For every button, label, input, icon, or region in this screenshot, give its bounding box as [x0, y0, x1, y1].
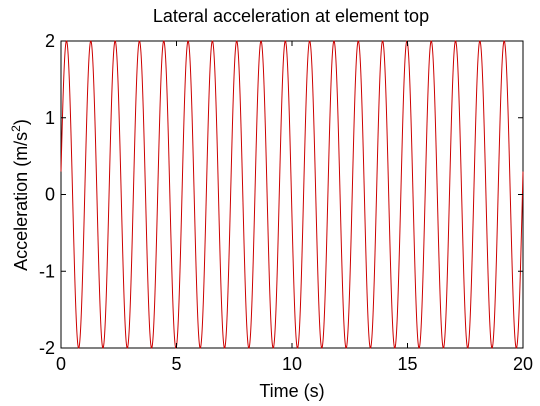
y-axis: -2 -1 0 1 2 — [39, 31, 523, 358]
y-tick-label: 2 — [45, 31, 55, 51]
x-tick-label: 20 — [513, 354, 533, 374]
plot-area — [60, 40, 524, 349]
y-axis-label: Acceleration (m/s2) — [9, 119, 31, 271]
series-layer — [60, 40, 524, 349]
y-axis-label-superscript: 2 — [9, 125, 23, 132]
x-tick-label: 10 — [282, 354, 302, 374]
y-tick-label: -1 — [39, 261, 55, 281]
y-tick-label: 0 — [45, 185, 55, 205]
x-axis-label: Time (s) — [259, 381, 324, 401]
series-line-0 — [60, 40, 524, 349]
x-tick-label: 5 — [171, 354, 181, 374]
x-tick-label: 15 — [397, 354, 417, 374]
x-tick-label: 0 — [56, 354, 66, 374]
chart-title: Lateral acceleration at element top — [153, 6, 429, 26]
y-tick-label: -2 — [39, 338, 55, 358]
y-axis-label-text: Acceleration (m/s — [11, 132, 31, 271]
y-axis-label-close: ) — [11, 119, 31, 125]
x-axis: 0 5 10 15 20 — [56, 41, 533, 374]
y-tick-label: 1 — [45, 108, 55, 128]
